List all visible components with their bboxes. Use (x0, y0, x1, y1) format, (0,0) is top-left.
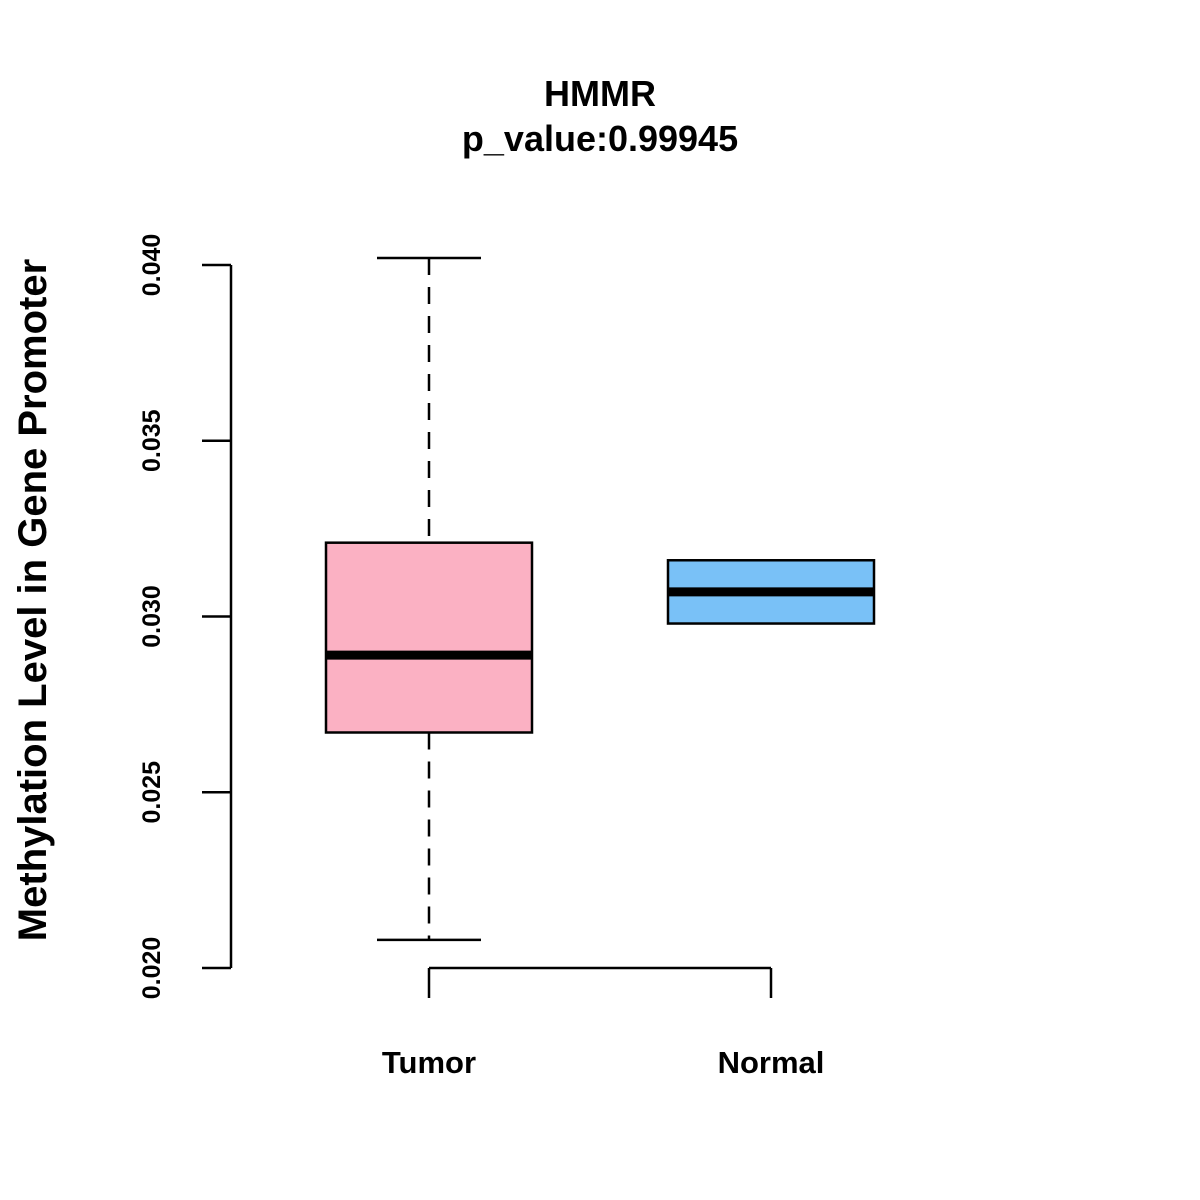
boxplot-series (324, 256, 876, 942)
y-axis: 0.020 0.025 0.030 0.035 0.040 (138, 234, 233, 1000)
x-tick-label: Normal (718, 1045, 825, 1080)
y-tick-label: 0.020 (138, 937, 166, 1000)
y-tick-label: 0.035 (138, 409, 166, 472)
y-axis-label: Methylation Level in Gene Promoter (11, 259, 55, 941)
iqr-box (324, 541, 534, 734)
x-axis: Tumor Normal (382, 966, 825, 1080)
y-tick-label: 0.040 (138, 234, 166, 297)
box-tumor (324, 256, 534, 942)
chart-title: HMMR (544, 73, 656, 114)
x-tick-label: Tumor (382, 1045, 476, 1080)
y-tick-label: 0.030 (138, 585, 166, 648)
y-tick-label: 0.025 (138, 761, 166, 824)
box-normal (666, 559, 876, 625)
chart-subtitle: p_value:0.99945 (462, 118, 738, 159)
